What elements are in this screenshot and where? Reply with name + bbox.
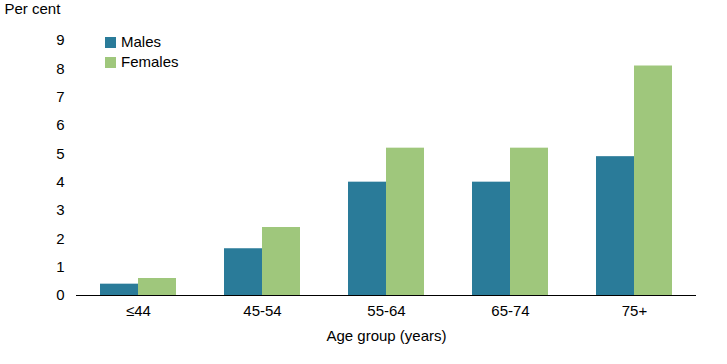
svg-text:3: 3 xyxy=(56,201,64,218)
svg-text:Per cent: Per cent xyxy=(5,0,62,17)
svg-text:0: 0 xyxy=(56,286,64,303)
svg-text:9: 9 xyxy=(56,31,64,48)
svg-text:55-64: 55-64 xyxy=(367,302,405,319)
html-text:Females: Females xyxy=(121,53,179,70)
svg-text:7: 7 xyxy=(56,88,64,105)
svg-text:4: 4 xyxy=(56,173,64,190)
svg-text:75+: 75+ xyxy=(622,302,648,319)
html-text:Males: Males xyxy=(121,33,161,50)
svg-text:≤44: ≤44 xyxy=(126,302,151,319)
svg-text:1: 1 xyxy=(56,258,64,275)
svg-text:5: 5 xyxy=(56,145,64,162)
svg-text:8: 8 xyxy=(56,60,64,77)
svg-text:6: 6 xyxy=(56,116,64,133)
svg-text:65-74: 65-74 xyxy=(491,302,529,319)
svg-text:45-54: 45-54 xyxy=(243,302,281,319)
svg-text:Age group (years): Age group (years) xyxy=(326,327,446,344)
svg-text:2: 2 xyxy=(56,230,64,247)
